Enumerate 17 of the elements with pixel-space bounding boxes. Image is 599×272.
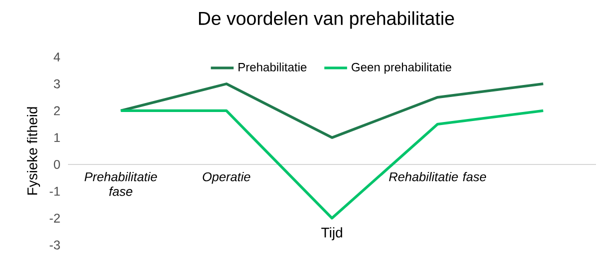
- y-axis-title: Fysieke fitheid: [26, 107, 40, 195]
- legend-label: Geen prehabilitatie: [352, 62, 452, 74]
- y-tick-label: 1: [54, 133, 60, 142]
- x-tick-label: Prehabilitatie fase: [84, 172, 157, 196]
- x-tick-label: Rehabilitatie fase: [389, 172, 486, 182]
- x-tick-label: Operatie: [202, 172, 250, 184]
- y-tick-label: 4: [54, 52, 60, 62]
- chart-title: De voordelen van prehabilitatie: [199, 11, 454, 29]
- y-tick-label: -3: [50, 240, 60, 250]
- legend-label: Prehabilitatie: [238, 62, 306, 72]
- y-tick-label: 0: [54, 160, 60, 169]
- y-tick-label: -1: [50, 186, 60, 196]
- x-axis-title: Tijd: [321, 227, 342, 240]
- y-tick-label: -2: [50, 214, 60, 223]
- y-tick-label: 2: [54, 106, 60, 116]
- y-tick-label: 3: [54, 79, 60, 88]
- line-series: [119, 82, 545, 139]
